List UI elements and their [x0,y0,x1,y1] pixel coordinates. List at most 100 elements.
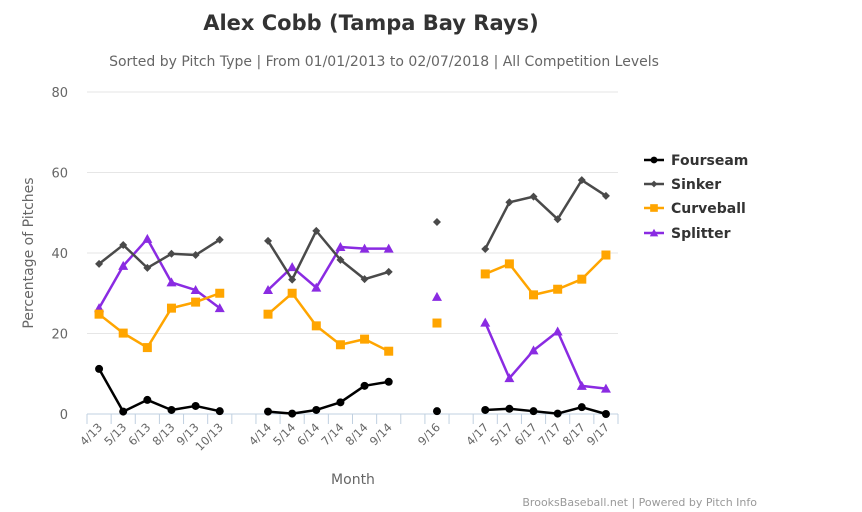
legend-marker [650,204,658,212]
y-tick-label: 80 [51,86,68,101]
data-point[interactable] [577,403,586,412]
x-tick-label: 6/13 [125,420,153,448]
legend-item-curveball[interactable]: Curveball [644,201,746,217]
data-point[interactable] [263,309,273,319]
data-point[interactable] [504,259,514,269]
data-point[interactable] [167,249,176,258]
data-point[interactable] [191,401,200,410]
x-tick-label: 5/17 [487,420,515,448]
data-point[interactable] [360,334,370,344]
data-point[interactable] [431,291,442,301]
y-tick-label: 20 [51,328,68,343]
data-point[interactable] [166,277,177,287]
data-point[interactable] [552,326,563,336]
data-point[interactable] [383,243,394,253]
x-tick-label: 9/14 [367,420,395,448]
data-point[interactable] [287,288,297,298]
data-point[interactable] [287,262,298,272]
series-line [484,254,607,297]
data-point[interactable] [119,407,128,416]
data-point[interactable] [119,240,128,249]
data-point[interactable] [336,398,345,407]
data-point[interactable] [360,381,369,390]
data-point[interactable] [142,343,152,353]
x-tick-label: 5/13 [101,420,129,448]
y-tick-label: 60 [51,167,68,182]
data-point[interactable] [576,380,587,390]
data-point[interactable] [95,259,104,268]
data-point[interactable] [191,297,201,307]
data-point[interactable] [481,405,490,414]
data-point[interactable] [600,383,611,393]
legend-item-sinker[interactable]: Sinker [644,177,721,193]
data-point[interactable] [601,191,610,200]
data-point[interactable] [94,309,104,319]
data-point[interactable] [215,235,224,244]
data-point[interactable] [480,269,490,279]
data-point[interactable] [577,176,586,185]
data-point[interactable] [312,226,321,235]
data-point[interactable] [553,284,563,294]
data-point[interactable] [529,290,539,300]
data-point[interactable] [384,267,393,276]
data-point[interactable] [263,285,274,295]
data-point[interactable] [264,407,273,416]
data-point[interactable] [505,198,514,207]
data-point[interactable] [481,244,490,253]
data-point[interactable] [288,275,297,284]
data-point[interactable] [118,328,128,338]
y-tick-label: 0 [60,408,68,423]
data-point[interactable] [288,409,297,418]
data-point[interactable] [335,340,345,350]
data-point[interactable] [166,303,176,313]
data-point[interactable] [529,407,538,416]
data-point[interactable] [190,285,201,295]
x-tick-label: 9/16 [415,420,443,448]
chart-subtitle: Sorted by Pitch Type | From 01/01/2013 t… [109,54,659,70]
data-point[interactable] [553,215,562,224]
data-point[interactable] [359,243,370,253]
data-point[interactable] [311,321,321,331]
data-point[interactable] [143,395,152,404]
series-line [266,229,390,281]
data-point[interactable] [577,274,587,284]
data-point[interactable] [505,404,514,413]
data-point[interactable] [311,282,322,292]
data-point[interactable] [214,303,225,313]
data-point[interactable] [480,317,491,327]
x-tick-label: 6/14 [294,420,322,448]
legend-item-splitter[interactable]: Splitter [644,226,731,242]
data-point[interactable] [529,192,538,201]
data-point[interactable] [312,405,321,414]
legend-marker [649,228,659,237]
data-point[interactable] [528,345,539,355]
data-point[interactable] [336,255,345,264]
data-point[interactable] [215,288,225,298]
x-tick-label: 8/17 [560,420,588,448]
data-point[interactable] [553,409,562,418]
data-point[interactable] [335,241,346,251]
x-tick-label: 10/13 [193,420,226,453]
data-point[interactable] [360,275,369,284]
credits-text[interactable]: BrooksBaseball.net | Powered by Pitch In… [522,496,757,509]
data-point[interactable] [118,260,129,270]
data-point[interactable] [95,364,104,373]
data-point[interactable] [432,318,442,328]
data-point[interactable] [215,407,224,416]
data-point[interactable] [432,218,441,227]
data-point[interactable] [384,346,394,356]
data-point[interactable] [191,251,200,260]
data-point[interactable] [384,377,393,386]
data-point[interactable] [142,233,153,243]
data-point[interactable] [167,405,176,414]
gridlines [87,91,618,334]
data-point[interactable] [264,236,273,245]
data-point[interactable] [601,250,611,260]
data-point[interactable] [601,410,610,418]
series-curveball [94,250,611,356]
data-point[interactable] [504,373,515,383]
legend-item-fourseam[interactable]: Fourseam [644,153,748,169]
y-axis-title: Percentage of Pitches [21,177,37,328]
data-point[interactable] [143,263,152,272]
data-point[interactable] [432,407,441,416]
